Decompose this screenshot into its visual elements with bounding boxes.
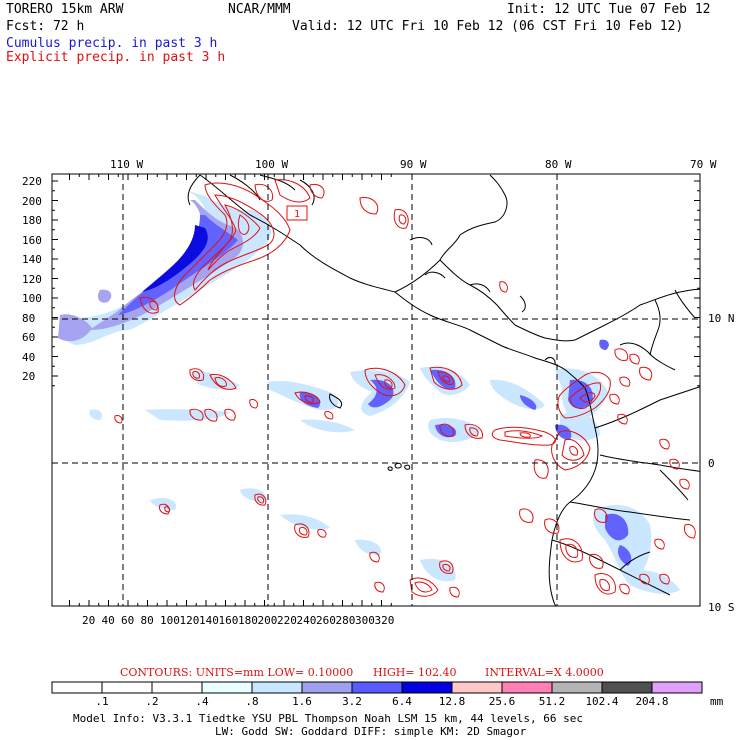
x-tick-label: 300 (355, 614, 375, 627)
colorbar-label: .2 (145, 695, 159, 708)
x-tick-label: 320 (374, 614, 395, 627)
colorbar-swatch (601, 681, 653, 694)
lon-label: 70 W (690, 158, 717, 171)
colorbar-swatch (301, 681, 353, 694)
valid-time: Valid: 12 UTC Fri 10 Feb 12 (06 CST Fri … (292, 19, 684, 34)
colorbar-label: .8 (245, 695, 259, 708)
y-tick-label: 120 (22, 272, 42, 286)
colorbar-label: 102.4 (585, 695, 619, 708)
contour-units: CONTOURS: UNITS=mm LOW= 0.10000 (120, 666, 354, 679)
contour-high: HIGH= 102.40 (373, 666, 457, 679)
org-label: NCAR/MMM (228, 2, 291, 17)
map-frame (51, 173, 701, 607)
x-tick-label: 80 (140, 614, 154, 627)
x-tick-label: 180 (238, 614, 258, 627)
colorbar-swatch (451, 681, 503, 694)
colorbar-swatch (501, 681, 553, 694)
x-tick-label: 280 (335, 614, 356, 627)
y-tick-label: 220 (22, 175, 42, 188)
colorbar-swatch (201, 681, 253, 694)
lat-label: 10 S (708, 601, 735, 614)
x-tick-label: 240 (296, 614, 317, 627)
y-tick-label: 160 (22, 233, 42, 247)
x-tick-label: 200 (257, 614, 278, 627)
y-tick-label: 140 (22, 253, 42, 266)
colorbar-label: 12.8 (438, 695, 466, 708)
colorbar-swatch (101, 681, 153, 694)
colorbar-label: 3.2 (342, 695, 362, 708)
x-tick-label: 220 (277, 614, 297, 627)
y-tick-label: 180 (22, 214, 42, 227)
lon-label: 90 W (400, 158, 427, 171)
x-tick-label: 140 (199, 614, 219, 627)
y-tick-label: 20 (22, 370, 36, 383)
colorbar-label: 1.6 (292, 695, 312, 708)
lon-label: 110 W (110, 158, 144, 171)
x-tick-label: 120 (179, 614, 200, 627)
colorbar-unit: mm (710, 695, 724, 708)
colorbar-swatch (51, 681, 103, 694)
explicit-precip-contours (114, 179, 696, 598)
init-time: Init: 12 UTC Tue 07 Feb 12 (507, 2, 711, 17)
colorbar-swatch (251, 681, 303, 694)
colorbar-label: 25.6 (488, 695, 516, 708)
colorbar-label: 204.8 (635, 695, 669, 708)
explicit-legend: Explicit precip. in past 3 h (6, 50, 226, 65)
y-tick-label: 80 (22, 311, 36, 325)
colorbar-label: .1 (95, 695, 109, 708)
svg-text:1: 1 (294, 209, 300, 220)
model-info: Model Info: V3.3.1 Tiedtke YSU PBL Thomp… (73, 712, 583, 725)
model-title: TORERO 15km ARW (6, 2, 124, 17)
y-tick-label: 100 (22, 292, 42, 305)
physics-info: LW: Godd SW: Goddard DIFF: simple KM: 2D… (215, 725, 527, 738)
colorbar-swatch (351, 681, 403, 694)
colorbar-label: 6.4 (392, 695, 412, 708)
colorbar-label: 51.2 (538, 695, 566, 708)
x-tick-label: 20 (82, 614, 96, 627)
y-tick-label: 60 (22, 331, 36, 344)
lon-label: 80 W (545, 158, 572, 171)
cumulus-legend: Cumulus precip. in past 3 h (6, 36, 218, 51)
lon-label: 100 W (255, 158, 289, 171)
colorbar-swatch (401, 681, 453, 694)
lat-label: 10 N (708, 312, 735, 325)
forecast-hour: Fcst: 72 h (6, 19, 85, 34)
contour-label-box: 1 (286, 205, 308, 221)
x-tick-label: 260 (316, 614, 336, 627)
colorbar-swatch (551, 681, 603, 694)
lat-lon-grid (52, 174, 700, 606)
y-tick-label: 200 (22, 194, 42, 208)
lat-label: 0 (708, 457, 715, 470)
x-tick-label: 60 (121, 614, 135, 627)
coastlines (187, 174, 700, 606)
x-tick-label: 100 (160, 614, 180, 627)
x-tick-label: 160 (218, 614, 239, 627)
y-tick-label: 40 (22, 350, 36, 364)
x-tick-label: 40 (101, 614, 115, 627)
colorbar-swatch (151, 681, 203, 694)
contour-interval: INTERVAL=X 4.0000 (485, 666, 604, 679)
colorbar-label: .4 (195, 695, 209, 708)
colorbar-swatch (651, 681, 703, 694)
